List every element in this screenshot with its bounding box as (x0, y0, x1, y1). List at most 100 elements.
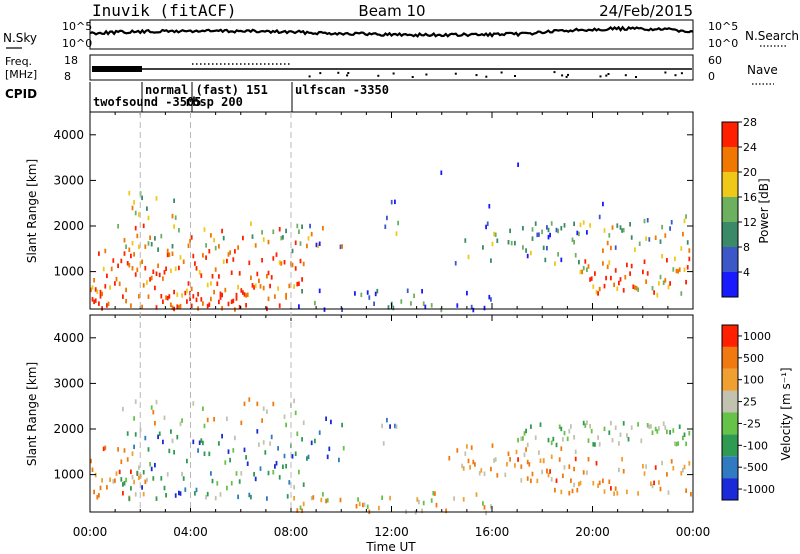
range-gate-cell (282, 464, 284, 469)
range-gate-cell (634, 285, 636, 290)
nsky-trace (89, 25, 694, 38)
range-gate-cell (525, 428, 527, 434)
range-gate-cell (550, 221, 553, 226)
power-ylabel: Slant Range [km] (25, 159, 39, 263)
range-gate-cell (238, 271, 241, 276)
range-gate-cell (440, 170, 443, 175)
range-gate-cell (530, 478, 532, 484)
range-gate-cell (482, 501, 484, 506)
range-gate-cell (272, 256, 275, 261)
cpid-strip: CPID twofsound -3505 normal (fast) 151 r… (5, 82, 389, 112)
range-gate-cell (534, 435, 537, 440)
range-gate-cell (570, 478, 572, 483)
range-gate-cell (302, 482, 305, 487)
range-gate-cell (302, 261, 305, 267)
nave-dot (475, 74, 478, 77)
range-gate-cell (366, 504, 369, 509)
range-gate-cell (122, 482, 124, 487)
range-gate-cell (226, 258, 228, 264)
range-gate-cell (301, 437, 303, 442)
range-gate-cell (278, 260, 281, 265)
range-gate-cell (133, 200, 135, 205)
freq-left-tick-top: 18 (64, 54, 78, 67)
range-gate-cell (517, 437, 519, 443)
colorbar-tick-label: 12 (743, 216, 757, 229)
range-gate-cell (178, 265, 180, 271)
range-gate-cell (165, 493, 167, 498)
range-gate-cell (178, 305, 180, 310)
velocity-ylabel: Slant Range [km] (25, 362, 39, 466)
range-gate-cell (250, 275, 252, 280)
range-gate-cell (686, 265, 689, 270)
range-gate-cell (293, 484, 295, 490)
range-gate-cell (582, 470, 585, 475)
range-gate-cell (299, 505, 302, 510)
range-gate-cell (166, 472, 169, 477)
range-gate-cell (539, 458, 542, 463)
colorbar-tick-label: 8 (743, 241, 750, 254)
range-gate-cell (323, 307, 326, 312)
range-gate-cell (590, 276, 593, 281)
range-gate-cell (389, 424, 391, 429)
range-gate-cell (685, 214, 687, 219)
range-gate-cell (221, 306, 223, 311)
range-gate-cell (542, 458, 545, 464)
range-gate-cell (262, 406, 265, 411)
range-gate-cell (285, 228, 287, 234)
range-gate-cell (93, 299, 95, 305)
range-gate-cell (547, 234, 550, 240)
range-gate-cell (112, 479, 115, 484)
range-gate-cell (184, 487, 187, 492)
range-gate-cell (149, 235, 151, 240)
range-gate-cell (248, 492, 251, 498)
range-gate-cell (645, 279, 647, 284)
range-gate-cell (547, 227, 550, 233)
range-gate-cell (554, 487, 556, 493)
range-gate-cell (507, 451, 510, 456)
range-gate-cell (152, 409, 155, 415)
range-gate-cell (141, 304, 143, 310)
range-gate-cell (90, 287, 92, 293)
range-gate-cell (462, 497, 465, 502)
range-gate-cell (538, 450, 540, 455)
range-gate-cell (179, 255, 182, 260)
range-gate-cell (272, 401, 275, 407)
range-gate-cell (248, 260, 251, 266)
range-gate-cell (240, 288, 243, 293)
range-gate-cell (619, 277, 622, 282)
range-gate-cell (611, 225, 614, 230)
range-gate-cell (302, 501, 305, 507)
range-gate-cell (224, 287, 227, 293)
range-gate-cell (128, 263, 131, 268)
range-gate-cell (536, 478, 539, 484)
range-gate-cell (386, 215, 388, 221)
range-gate-cell (206, 303, 209, 309)
range-gate-cell (288, 480, 291, 485)
range-gate-cell (277, 446, 279, 451)
range-gate-cell (115, 471, 118, 476)
range-gate-cell (221, 433, 223, 439)
range-gate-cell (440, 307, 443, 313)
range-gate-cell (181, 471, 183, 477)
range-gate-cell (688, 431, 691, 436)
colorbar-segment (722, 456, 738, 479)
range-gate-cell (262, 237, 265, 242)
colorbar-segment (722, 412, 738, 435)
range-gate-cell (610, 245, 612, 251)
range-gate-cell (173, 198, 175, 203)
range-gate-cell (651, 483, 654, 489)
range-gate-cell (286, 494, 289, 499)
range-gate-cell (520, 464, 523, 469)
range-gate-cell (99, 294, 102, 299)
range-gate-cell (309, 223, 311, 229)
range-gate-cell (563, 465, 566, 470)
range-gate-cell (626, 433, 628, 438)
range-gate-cell (146, 280, 148, 285)
range-gate-cell (283, 414, 286, 419)
range-gate-cell (261, 258, 263, 263)
range-gate-cell (235, 296, 238, 301)
range-gate-cell (416, 497, 419, 502)
range-gate-cell (285, 422, 287, 428)
nave-dot (565, 75, 568, 78)
